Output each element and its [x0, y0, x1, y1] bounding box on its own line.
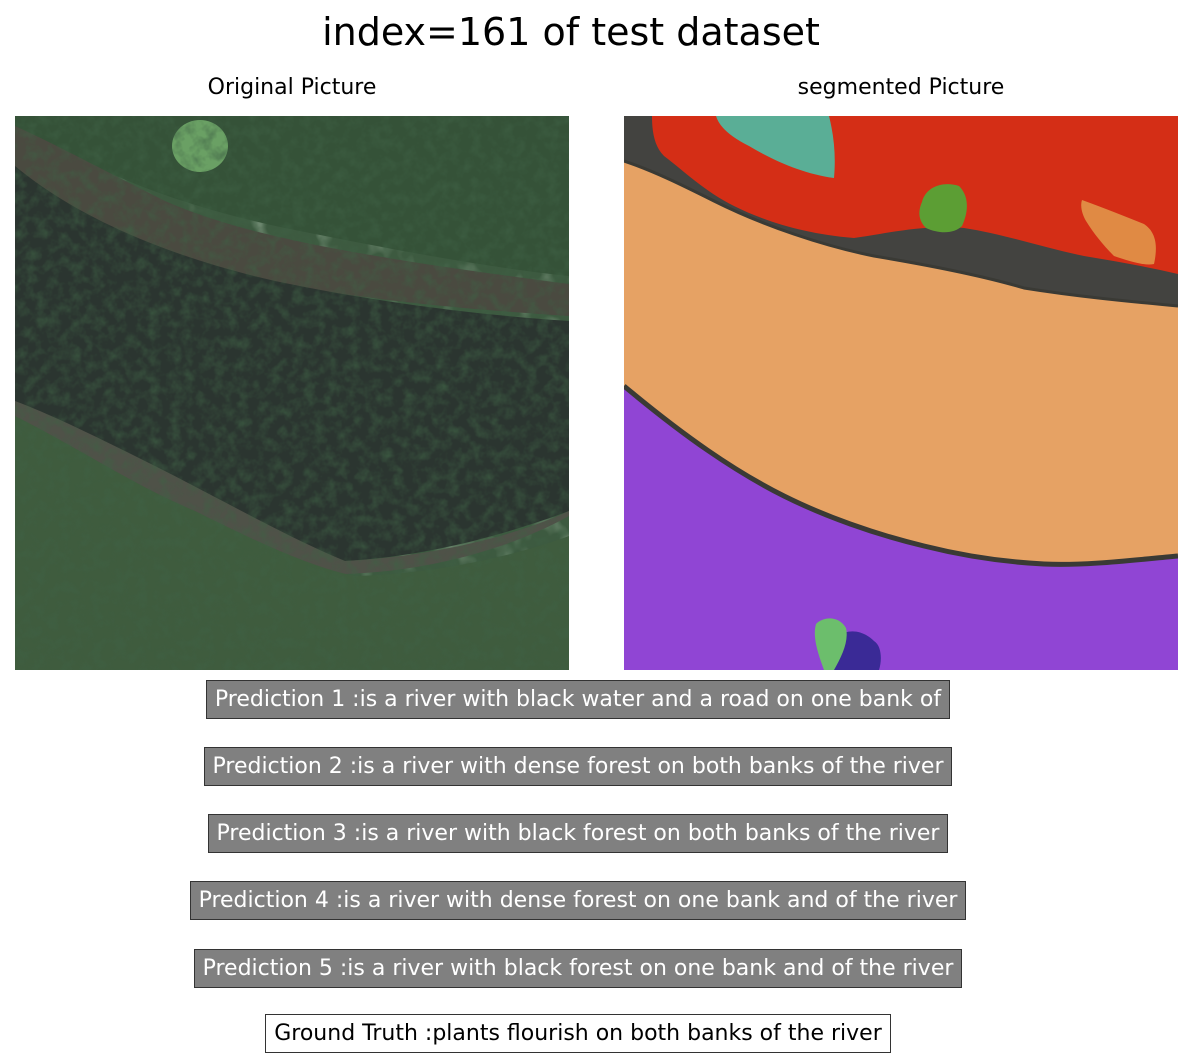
- prediction-3: Prediction 3 :is a river with black fore…: [0, 814, 1156, 853]
- segmented-picture: [624, 116, 1178, 670]
- segment-light-green-region: [814, 618, 847, 670]
- segmented-picture-image: [624, 116, 1178, 670]
- figure-title: index=161 of test dataset: [322, 10, 820, 54]
- segmented-picture-title: segmented Picture: [797, 75, 1005, 100]
- prediction-5-text: Prediction 5 :is a river with black fore…: [193, 949, 963, 988]
- original-picture-title: Original Picture: [207, 75, 377, 100]
- original-picture: [15, 116, 569, 670]
- prediction-4: Prediction 4 :is a river with dense fore…: [0, 881, 1156, 920]
- ground-truth-text: Ground Truth :plants flourish on both ba…: [265, 1014, 891, 1053]
- prediction-1: Prediction 1 :is a river with black wate…: [0, 680, 1156, 719]
- original-picture-image: [15, 116, 569, 670]
- prediction-5: Prediction 5 :is a river with black fore…: [0, 949, 1156, 988]
- prediction-2: Prediction 2 :is a river with dense fore…: [0, 747, 1156, 786]
- prediction-2-text: Prediction 2 :is a river with dense fore…: [203, 747, 953, 786]
- prediction-1-text: Prediction 1 :is a river with black wate…: [205, 680, 951, 719]
- segment-orange-region: [1081, 200, 1156, 265]
- segment-green-region: [919, 184, 967, 233]
- prediction-3-text: Prediction 3 :is a river with black fore…: [207, 814, 949, 853]
- ground-truth: Ground Truth :plants flourish on both ba…: [0, 1014, 1156, 1053]
- prediction-4-text: Prediction 4 :is a river with dense fore…: [189, 881, 967, 920]
- segment-teal-region: [716, 116, 835, 178]
- segment-tan-region: [624, 161, 1178, 565]
- segment-purple-region: [624, 386, 1178, 670]
